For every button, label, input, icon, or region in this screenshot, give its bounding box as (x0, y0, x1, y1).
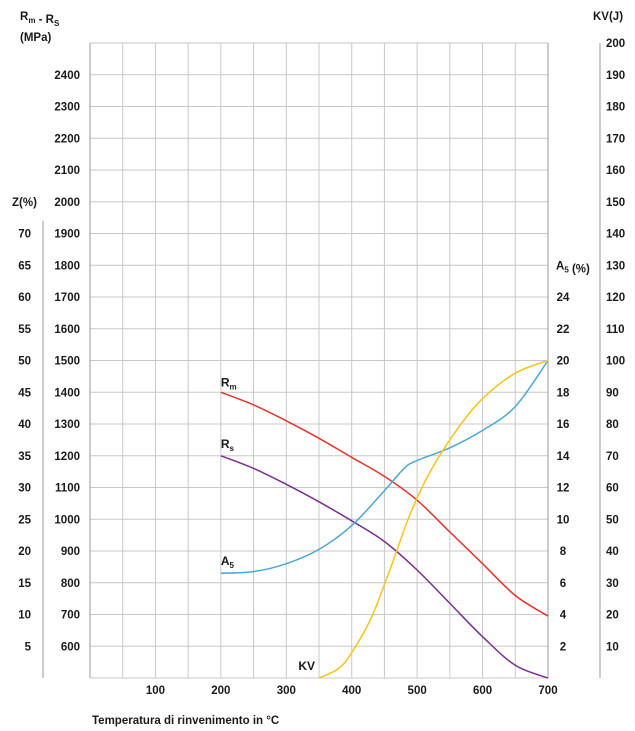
y-main-axis-title: Rm - RS (20, 11, 60, 28)
y-kv-tick-label: 110 (606, 324, 625, 336)
y-main-tick-label: 700 (61, 610, 80, 622)
y-main-tick-label: 2200 (54, 133, 80, 145)
y-kv-tick-label: 180 (606, 102, 625, 114)
x-axis-title: Temperatura di rinvenimento in °C (92, 715, 279, 727)
series-label-kv: KV (298, 659, 315, 673)
y-main-tick-label: 2000 (54, 197, 80, 209)
y-z-tick-label: 40 (18, 419, 31, 431)
y-a5-tick-label: 6 (560, 578, 566, 590)
y-main-axis-unit: (MPa) (20, 32, 51, 44)
y-main-tick-label: 600 (61, 641, 80, 653)
y-z-tick-label: 30 (18, 483, 31, 495)
series-label-rs: Rs (221, 437, 235, 453)
y-main-tick-label: 1000 (54, 514, 80, 526)
series-label-a5: A5 (221, 554, 235, 570)
y-main-tick-label: 1600 (54, 324, 80, 336)
y-kv-tick-label: 90 (606, 387, 619, 399)
y-z-tick-label: 35 (18, 451, 31, 463)
x-tick-label: 200 (211, 685, 230, 697)
series-lines (220, 359, 549, 679)
y-z-tick-label: 50 (18, 356, 31, 368)
y-kv-tick-label: 70 (606, 451, 619, 463)
y-a5-tick-label: 2 (560, 641, 566, 653)
y-a5-tick-label: 20 (557, 356, 570, 368)
y-a5-tick-label: 8 (560, 546, 567, 558)
series-line-rs (220, 455, 549, 679)
y-a5-tick-label: 4 (560, 610, 567, 622)
y-kv-tick-label: 150 (606, 197, 625, 209)
y-z-tick-label: 70 (18, 229, 31, 241)
y-kv-tick-label: 80 (606, 419, 619, 431)
y-kv-tick-label: 160 (606, 165, 625, 177)
series-line-rm (220, 391, 549, 617)
series-label-rm: Rm (221, 375, 237, 391)
y-main-tick-label: 1500 (54, 356, 80, 368)
x-tick-label: 500 (408, 685, 427, 697)
y-a5-tick-label: 12 (557, 483, 570, 495)
y-z-tick-label: 15 (18, 578, 31, 590)
y-a5-tick-label: 14 (557, 451, 570, 463)
y-kv-tick-label: 30 (606, 578, 619, 590)
axes: 600 700 800 900 1000 1100 1200 1300 1400 1500 1600… (12, 11, 625, 697)
y-a5-tick-label: 10 (557, 514, 570, 526)
y-kv-tick-label: 120 (606, 292, 625, 304)
y-z-tick-label: 45 (18, 387, 31, 399)
y-kv-tick-label: 200 (606, 38, 625, 50)
y-z-tick-label: 25 (18, 514, 31, 526)
y-kv-tick-label: 20 (606, 610, 619, 622)
x-tick-label: 300 (277, 685, 296, 697)
y-z-tick-label: 60 (18, 292, 31, 304)
x-tick-label: 100 (146, 685, 165, 697)
x-tick-label: 400 (342, 685, 361, 697)
grid (90, 42, 549, 679)
y-kv-tick-label: 140 (606, 229, 625, 241)
y-main-tick-label: 1700 (54, 292, 80, 304)
y-main-tick-label: 1200 (54, 451, 80, 463)
y-main-tick-label: 2300 (54, 102, 80, 114)
y-kv-tick-label: 10 (606, 641, 619, 653)
y-kv-tick-label: 170 (606, 133, 625, 145)
series-line-a5 (220, 360, 549, 574)
y-kv-tick-label: 190 (606, 70, 625, 82)
labels: Rm Rs A5 KV (221, 375, 315, 673)
y-a5-tick-label: 24 (557, 292, 570, 304)
y-main-tick-label: 900 (61, 546, 80, 558)
y-kv-tick-label: 40 (606, 546, 619, 558)
y-kv-tick-label: 130 (606, 260, 625, 272)
x-tick-label: 700 (538, 685, 557, 697)
y-main-tick-label: 2400 (54, 70, 80, 82)
y-kv-tick-label: 60 (606, 483, 619, 495)
y-main-tick-label: 1900 (54, 229, 80, 241)
y-kv-tick-label: 50 (606, 514, 619, 526)
y-main-tick-label: 1100 (55, 483, 80, 495)
y-main-tick-label: 2100 (54, 165, 80, 177)
y-main-tick-label: 800 (61, 578, 80, 590)
y-main-tick-label: 1300 (54, 419, 80, 431)
y-z-axis-title: Z(%) (12, 197, 37, 209)
x-tick-label: 600 (473, 685, 492, 697)
y-z-tick-label: 10 (18, 610, 31, 622)
y-z-tick-label: 55 (18, 324, 31, 336)
y-kv-tick-label: 100 (606, 356, 625, 368)
y-z-tick-label: 20 (18, 546, 31, 558)
series-line-kv (318, 359, 549, 679)
y-a5-tick-label: 18 (557, 387, 570, 399)
y-a5-tick-label: 22 (557, 324, 570, 336)
y-a5-tick-label: 16 (557, 419, 570, 431)
y-a5-axis-title: A5 (%) (556, 260, 590, 275)
y-z-tick-label: 5 (25, 641, 32, 653)
y-kv-axis-title: KV(J) (593, 11, 623, 23)
y-main-tick-label: 1400 (54, 387, 80, 399)
y-main-tick-label: 1800 (54, 260, 80, 272)
y-z-tick-label: 65 (18, 260, 31, 272)
